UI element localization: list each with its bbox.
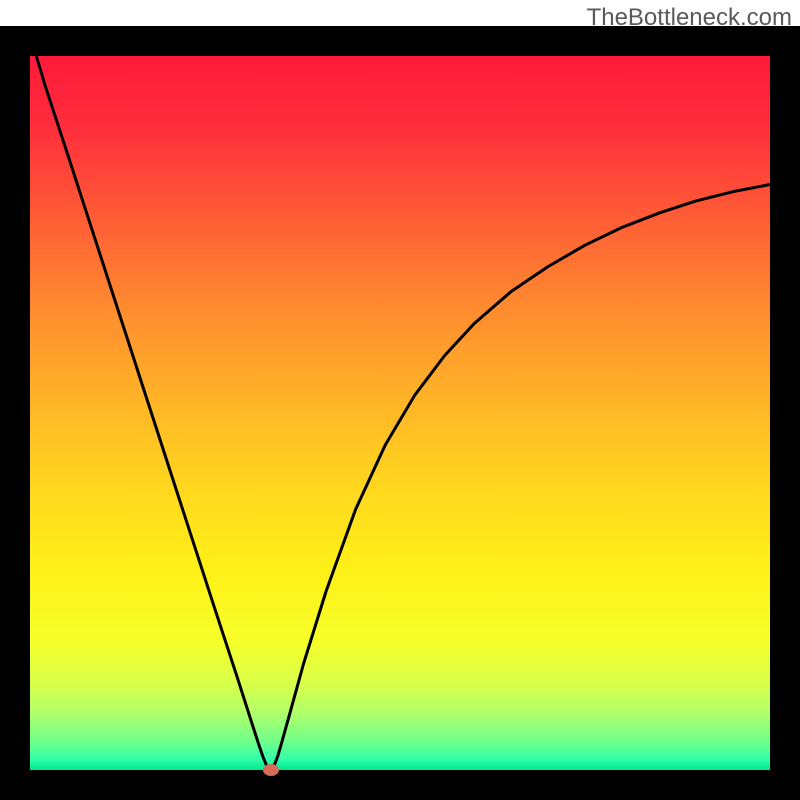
minimum-marker <box>263 764 279 776</box>
plot-background-gradient <box>30 56 770 770</box>
chart-container: TheBottleneck.com <box>0 0 800 800</box>
plot-area <box>30 56 770 770</box>
